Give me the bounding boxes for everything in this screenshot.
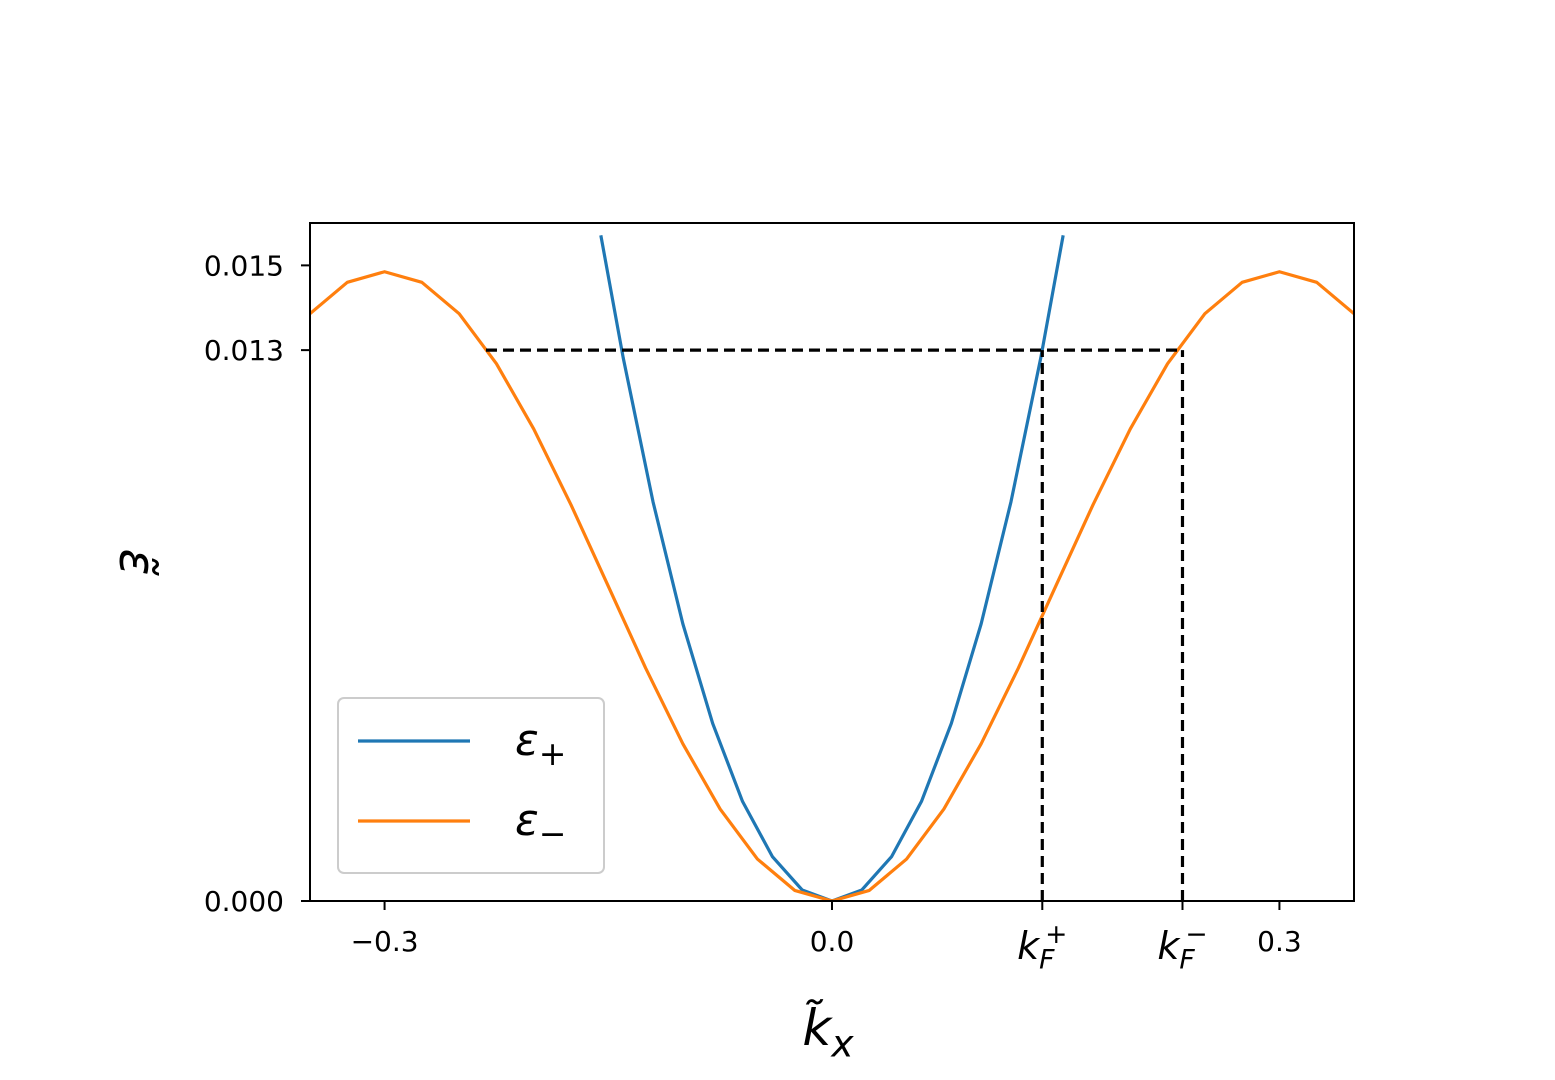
y-tick-label: 0.000: [204, 885, 284, 918]
plot-area: [310, 235, 1354, 901]
legend-label: ε+: [515, 715, 566, 773]
x-tick-label: kF−: [1157, 919, 1207, 975]
series-line: [310, 270, 1354, 901]
series-line: [599, 235, 1065, 901]
y-tick-label: 0.013: [204, 334, 284, 367]
x-tick-label: −0.3: [351, 925, 419, 958]
x-tick-label: 0.3: [1257, 925, 1302, 958]
legend-label: ε−: [515, 795, 566, 853]
y-axis-label: ε̃: [108, 548, 166, 576]
y-tick-label: 0.015: [204, 249, 284, 282]
x-tick-label: 0.0: [810, 925, 855, 958]
x-axis-label: k̃x: [802, 999, 854, 1065]
legend: ε+ ε−: [337, 697, 605, 874]
x-tick-label: kF+: [1017, 919, 1067, 975]
